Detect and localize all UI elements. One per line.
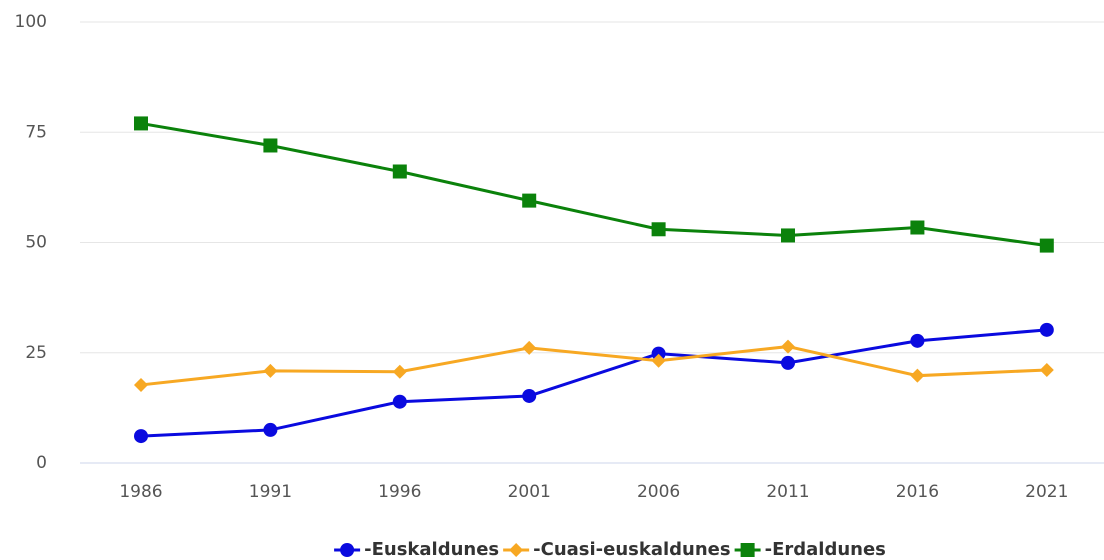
legend-label: -Erdaldunes (765, 539, 886, 560)
point (651, 353, 666, 368)
x-tick-label: 1986 (119, 482, 162, 502)
y-tick-label: 50 (25, 233, 47, 253)
point (522, 193, 537, 208)
x-tick-label: 2001 (508, 482, 551, 502)
point (263, 138, 278, 153)
point (910, 220, 925, 235)
series-line (140, 328, 1047, 438)
point (134, 377, 148, 392)
series-line (140, 121, 1048, 248)
point (522, 340, 537, 355)
legend-label: -Cuasi-euskaldunes (533, 539, 730, 560)
point (392, 364, 407, 379)
x-tick-label: 2011 (766, 482, 809, 502)
point (910, 368, 925, 383)
x-tick-label: 1996 (378, 482, 421, 502)
point (1039, 238, 1054, 253)
point (651, 222, 666, 237)
point (910, 333, 925, 348)
point (651, 346, 666, 361)
point (263, 422, 278, 437)
point (263, 363, 278, 378)
point (1039, 322, 1054, 337)
x-tick-label: 1991 (249, 482, 292, 502)
y-tick-label: 0 (36, 453, 47, 473)
legend-marker (740, 543, 755, 557)
legend-label: -Euskaldunes (364, 539, 499, 560)
point (1039, 362, 1054, 377)
point (781, 355, 795, 370)
point (134, 116, 148, 131)
y-tick-label: 25 (25, 343, 47, 363)
point (392, 394, 407, 409)
point (522, 388, 537, 403)
x-tick-label: 2006 (637, 482, 680, 502)
point (134, 429, 148, 444)
y-tick-label: 100 (15, 12, 47, 32)
series-line (140, 345, 1047, 387)
legend-marker (509, 543, 524, 557)
point (392, 164, 407, 179)
point (781, 228, 795, 243)
legend: -Euskaldunes -Cuasi-euskaldunes -Erdaldune… (334, 539, 886, 560)
x-tick-label: 2021 (1025, 482, 1068, 502)
y-tick-label: 75 (25, 122, 47, 142)
x-tick-label: 2016 (896, 482, 939, 502)
point (781, 339, 795, 354)
legend-marker (340, 543, 355, 557)
